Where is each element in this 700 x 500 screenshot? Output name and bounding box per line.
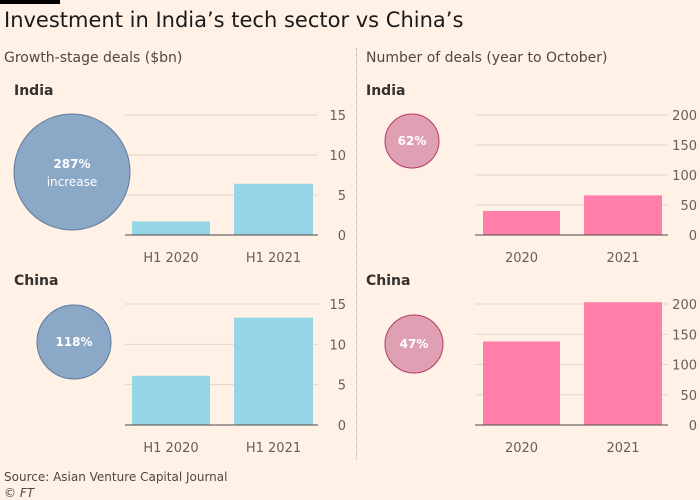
y-tick-label: 0	[689, 419, 697, 434]
bar	[584, 195, 662, 235]
source-note: Source: Asian Venture Capital Journal	[4, 470, 228, 484]
change-value: 287%	[53, 157, 90, 171]
y-tick-label: 100	[672, 169, 697, 184]
panel-divider	[356, 48, 357, 460]
x-tick-label: 2021	[606, 251, 639, 266]
y-tick-label: 50	[680, 199, 697, 214]
y-tick-label: 0	[338, 419, 346, 434]
bar	[584, 302, 662, 425]
chart-india-0: India 0 5 10 15 H1 2020 H1 2021 287% increase	[13, 83, 346, 266]
x-tick-label: H1 2020	[143, 441, 198, 456]
change-bubble	[384, 314, 444, 374]
bar	[234, 317, 313, 425]
y-tick-label: 150	[672, 139, 697, 154]
x-tick-label: H1 2020	[143, 251, 198, 266]
y-tick-label: 15	[329, 109, 346, 124]
y-tick-label: 100	[672, 359, 697, 374]
x-tick-label: H1 2021	[246, 441, 301, 456]
change-bubble	[36, 304, 112, 380]
country-label: India	[366, 83, 405, 99]
y-tick-label: 10	[329, 149, 346, 164]
y-tick-label: 0	[338, 229, 346, 244]
bar	[132, 221, 210, 235]
chart-china-1: China 0 5 10 15 H1 2020 H1 2021 118%	[14, 273, 346, 456]
chart-title: Investment in India’s tech sector vs Chi…	[4, 8, 464, 32]
chart-china-3: China 0 50 100 150 200 2020 2021 47%	[366, 273, 697, 456]
bar	[483, 341, 560, 425]
country-label: China	[14, 273, 58, 289]
x-tick-label: 2020	[505, 251, 538, 266]
bar	[483, 211, 560, 235]
right-panel-heading: Number of deals (year to October)	[366, 50, 608, 66]
copyright-note: © FT	[4, 486, 35, 500]
chart-india-2: India 0 50 100 150 200 2020 2021 62%	[366, 83, 697, 266]
y-tick-label: 0	[689, 229, 697, 244]
change-value: 118%	[55, 335, 92, 349]
y-tick-label: 15	[329, 298, 346, 313]
y-tick-label: 5	[338, 379, 346, 394]
bar	[234, 183, 313, 235]
change-bubble	[384, 113, 440, 169]
change-sub: increase	[47, 175, 98, 189]
left-panel-heading: Growth-stage deals ($bn)	[4, 50, 183, 66]
y-tick-label: 200	[672, 298, 697, 313]
y-tick-label: 50	[680, 389, 697, 404]
bar	[132, 375, 210, 425]
country-label: India	[14, 83, 53, 99]
ft-top-bar	[0, 0, 60, 4]
change-value: 47%	[400, 337, 429, 351]
x-tick-label: 2020	[505, 441, 538, 456]
y-tick-label: 5	[338, 189, 346, 204]
y-tick-label: 200	[672, 109, 697, 124]
change-value: 62%	[398, 134, 427, 148]
y-tick-label: 150	[672, 328, 697, 343]
x-tick-label: H1 2021	[246, 251, 301, 266]
change-bubble	[13, 113, 131, 231]
x-tick-label: 2021	[606, 441, 639, 456]
y-tick-label: 10	[329, 338, 346, 353]
country-label: China	[366, 273, 410, 289]
